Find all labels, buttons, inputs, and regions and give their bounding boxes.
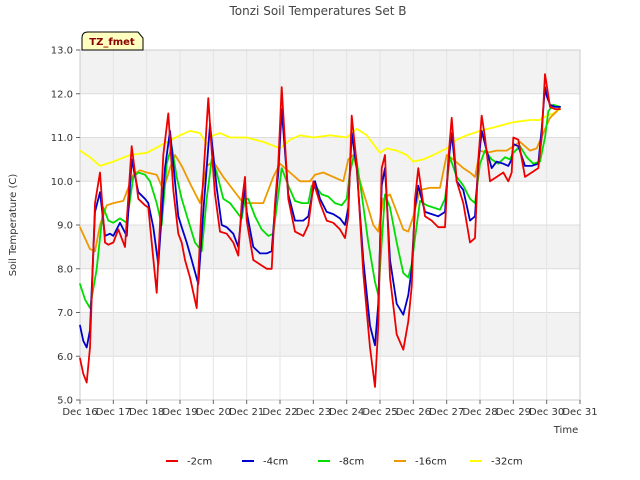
x-tick-label: Dec 16: [62, 407, 97, 418]
y-tick-label: 12.0: [51, 89, 73, 100]
y-tick-label: 7.0: [57, 308, 73, 319]
y-tick-label: 5.0: [57, 396, 73, 407]
plot-band: [80, 268, 580, 313]
chart-title: Tonzi Soil Temperatures Set B: [229, 4, 407, 18]
x-tick-label: Dec 26: [396, 407, 431, 418]
tag-label: TZ_fmet: [89, 37, 135, 48]
x-tick-label: Dec 24: [329, 407, 364, 418]
series-line-minus2cm: [79, 73, 561, 388]
y-tick-label: 9.0: [57, 221, 73, 232]
series-line-minus16cm: [79, 106, 561, 253]
x-tick-label: Dec 27: [429, 407, 464, 418]
x-tick-label: Dec 30: [529, 407, 564, 418]
x-tick-label: Dec 29: [496, 407, 531, 418]
x-tick-label: Dec 25: [362, 407, 397, 418]
legend-label: -8cm: [339, 457, 364, 468]
x-tick-label: Dec 23: [296, 407, 331, 418]
legend: -2cm -4cm -8cm -16cm -32cm: [166, 457, 523, 468]
plot-band: [80, 312, 580, 357]
plot-band: [80, 225, 580, 269]
x-axis-title: Time: [553, 425, 578, 436]
plot-band: [80, 93, 580, 138]
x-tick-label: Dec 18: [129, 407, 164, 418]
y-axis-title: Soil Temperature (C): [8, 174, 19, 277]
legend-label: -16cm: [415, 457, 447, 468]
series-layer: [79, 73, 561, 388]
legend-label: -32cm: [491, 457, 523, 468]
x-tick-label: Dec 28: [462, 407, 497, 418]
x-tick-label: Dec 17: [96, 407, 131, 418]
y-tick-label: 8.0: [57, 264, 73, 275]
legend-label: -2cm: [187, 457, 212, 468]
legend-label: -4cm: [263, 457, 288, 468]
plot-band: [80, 50, 580, 94]
tag-box: TZ_fmet: [81, 31, 144, 51]
x-tick-label: Dec 31: [562, 407, 597, 418]
plot-band: [80, 356, 580, 400]
tag-background: [81, 31, 144, 51]
y-tick-label: 10.0: [51, 177, 73, 188]
y-tick-label: 6.0: [57, 352, 73, 363]
x-tick-label: Dec 19: [162, 407, 197, 418]
plot-band: [80, 181, 580, 225]
x-tick-label: Dec 22: [262, 407, 297, 418]
x-tick-label: Dec 20: [196, 407, 231, 418]
y-tick-label: 13.0: [51, 46, 73, 57]
x-tick-label: Dec 21: [229, 407, 264, 418]
y-tick-label: 11.0: [51, 133, 73, 144]
